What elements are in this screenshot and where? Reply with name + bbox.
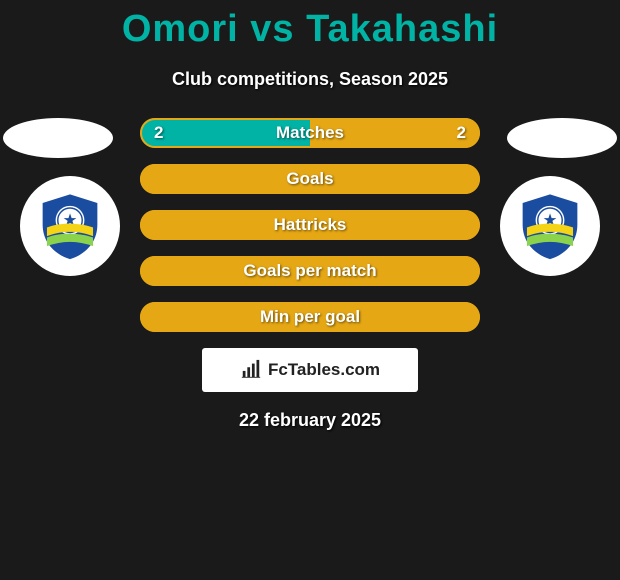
stat-bar-bg <box>140 256 480 286</box>
shield-icon <box>34 190 106 262</box>
team-right-logo <box>500 176 600 276</box>
watermark-text: FcTables.com <box>268 360 380 380</box>
player-left-disc <box>3 118 113 158</box>
stat-row: Min per goal <box>140 302 480 332</box>
watermark: FcTables.com <box>202 348 418 392</box>
page-title: Omori vs Takahashi <box>0 0 620 51</box>
stat-bar-left <box>140 164 310 194</box>
stat-bar-right <box>310 302 480 332</box>
stat-bar-bg <box>140 210 480 240</box>
stat-bar-right <box>310 164 480 194</box>
team-left-logo <box>20 176 120 276</box>
comparison-content: Matches22GoalsHattricksGoals per matchMi… <box>0 118 620 431</box>
stat-bar-bg <box>140 164 480 194</box>
stat-bar-left <box>140 210 310 240</box>
stat-row: Hattricks <box>140 210 480 240</box>
stat-bar-bg <box>140 302 480 332</box>
stat-bar-left <box>140 302 310 332</box>
subtitle: Club competitions, Season 2025 <box>0 69 620 90</box>
shield-icon <box>514 190 586 262</box>
player-right-disc <box>507 118 617 158</box>
stat-row: Matches22 <box>140 118 480 148</box>
stat-row: Goals per match <box>140 256 480 286</box>
stat-left-value: 2 <box>154 123 163 143</box>
bar-chart-icon <box>240 359 262 381</box>
stat-bar-bg <box>140 118 480 148</box>
stat-bar-right <box>310 118 480 148</box>
stat-bar-left <box>140 256 310 286</box>
stat-right-value: 2 <box>457 123 466 143</box>
stat-bar-right <box>310 210 480 240</box>
date-label: 22 february 2025 <box>0 410 620 431</box>
stat-bar-left <box>140 118 310 148</box>
stat-row: Goals <box>140 164 480 194</box>
stat-bars: Matches22GoalsHattricksGoals per matchMi… <box>140 118 480 332</box>
stat-bar-right <box>310 256 480 286</box>
